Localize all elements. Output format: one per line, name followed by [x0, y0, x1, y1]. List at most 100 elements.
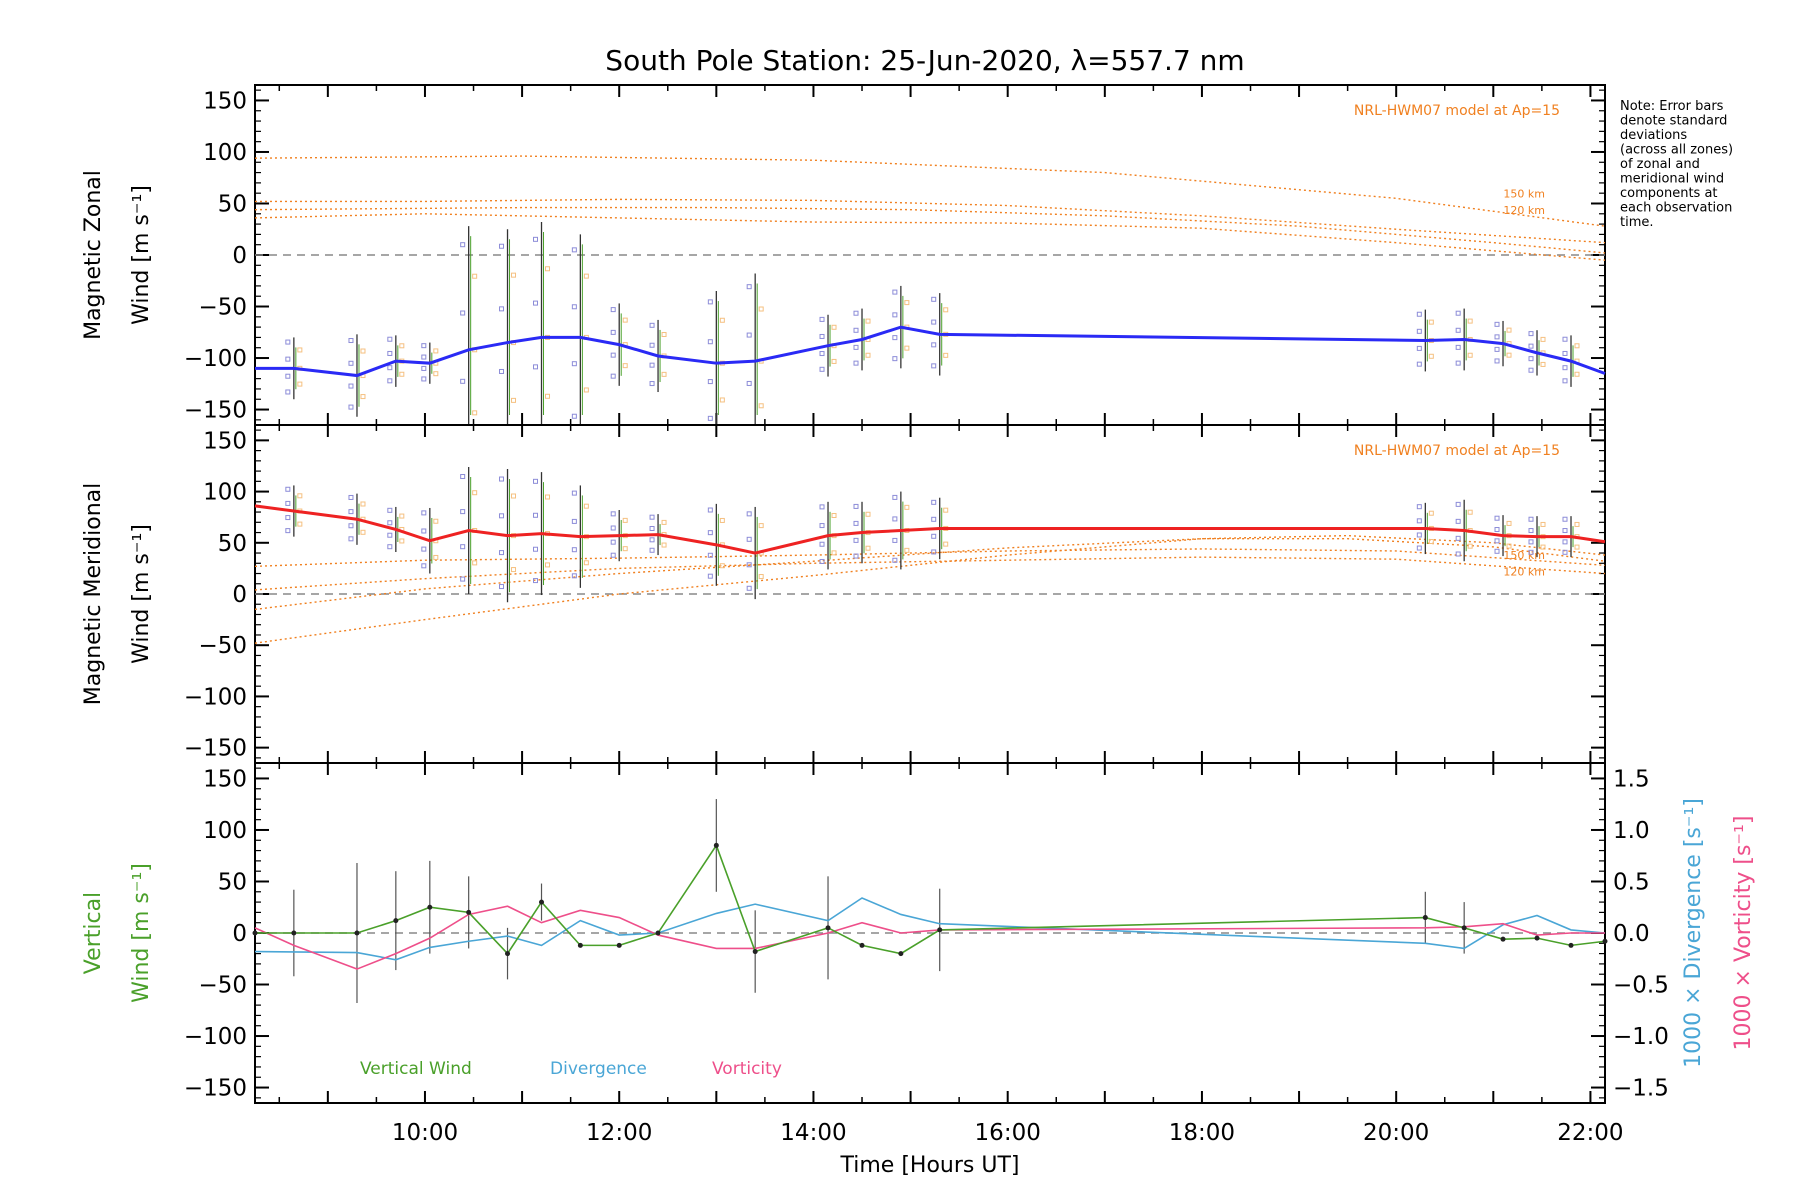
sample-marker	[1428, 510, 1434, 516]
vorticity-line	[254, 905, 1605, 970]
sample-marker	[1428, 539, 1434, 545]
note-line: components at	[1620, 186, 1718, 201]
sample-marker	[421, 354, 427, 360]
sample-marker	[499, 243, 505, 249]
sample-marker	[943, 307, 949, 313]
y-tick-label: 100	[203, 480, 247, 506]
x-tick-label: 22:00	[1557, 1120, 1623, 1146]
sample-marker	[819, 351, 825, 357]
y-tick-label: −50	[198, 295, 247, 321]
sample-marker	[892, 537, 898, 543]
y-axis-label: Wind [m s⁻¹]	[129, 185, 154, 325]
sample-marker	[931, 516, 937, 522]
sample-marker	[285, 486, 291, 492]
model-curve	[254, 548, 1606, 568]
y-tick-label: 50	[218, 869, 247, 895]
vertical-panel: 150 100 50 0 −50 −100 −150 Vertical Wind [m s⁻¹]…	[81, 762, 1756, 1178]
sample-marker	[865, 511, 871, 517]
sample-marker	[499, 584, 505, 590]
sample-marker	[348, 404, 354, 410]
model-curve	[254, 534, 1606, 644]
sample-marker	[610, 352, 616, 358]
y-tick-label: −150	[184, 1076, 247, 1102]
sample-marker	[819, 333, 825, 339]
x-tick-label: 18:00	[1169, 1120, 1235, 1146]
sample-marker	[719, 563, 725, 569]
sample-marker	[297, 493, 303, 499]
sample-marker	[746, 585, 752, 591]
sample-marker	[707, 573, 713, 579]
sample-marker	[571, 573, 577, 579]
sample-marker	[707, 415, 713, 421]
model-curve	[255, 198, 1606, 244]
sample-marker	[460, 242, 466, 248]
sample-marker	[649, 514, 655, 520]
sample-marker	[360, 348, 366, 354]
vertical-wind-point	[1602, 938, 1608, 944]
sample-marker	[746, 536, 752, 542]
sample-marker	[943, 507, 949, 513]
sample-marker	[649, 342, 655, 348]
sample-marker	[904, 300, 910, 306]
sample-marker	[819, 316, 825, 322]
divergence-line	[254, 897, 1606, 961]
sample-marker	[387, 507, 393, 513]
sample-marker	[746, 380, 752, 386]
sample-marker	[1574, 343, 1580, 349]
sample-marker	[297, 381, 303, 387]
sample-marker	[348, 338, 354, 344]
sample-marker	[649, 381, 655, 387]
sample-marker	[583, 273, 589, 279]
sample-marker	[892, 289, 898, 295]
sample-marker	[511, 493, 517, 499]
sample-marker	[1467, 352, 1473, 358]
sample-marker	[892, 516, 898, 522]
note-line: Note: Error bars	[1620, 99, 1724, 114]
sample-marker	[545, 562, 551, 568]
sample-marker	[499, 368, 505, 374]
sample-marker	[533, 236, 539, 242]
sample-marker	[460, 544, 466, 550]
sample-marker	[707, 299, 713, 305]
sample-marker	[719, 517, 725, 523]
model-curve	[254, 537, 1606, 611]
sample-marker	[1540, 544, 1546, 550]
sample-marker	[746, 511, 752, 517]
sample-marker	[892, 356, 898, 362]
y-tick-label: 0	[232, 243, 247, 269]
sample-marker	[622, 363, 628, 369]
sample-marker	[1494, 515, 1500, 521]
sample-marker	[348, 523, 354, 529]
sample-marker	[1528, 367, 1534, 373]
sample-marker	[661, 542, 667, 548]
sample-marker	[421, 528, 427, 534]
sample-marker	[758, 403, 764, 409]
sample-marker	[931, 363, 937, 369]
vertical-wind-point	[1422, 915, 1428, 921]
y2-tick-label: 1.0	[1613, 818, 1650, 844]
sample-marker	[360, 501, 366, 507]
sample-marker	[387, 350, 393, 356]
sample-marker	[622, 317, 628, 323]
sample-marker	[399, 343, 405, 349]
note-line: time.	[1620, 215, 1654, 230]
y-tick-label: 100	[203, 140, 247, 166]
zonal-wind-line	[255, 325, 1606, 378]
sample-marker	[1455, 501, 1461, 507]
sample-marker	[610, 329, 616, 335]
sample-marker	[1494, 548, 1500, 554]
sample-marker	[931, 319, 937, 325]
sample-marker	[1416, 328, 1422, 334]
sample-marker	[387, 365, 393, 371]
sample-marker	[472, 560, 478, 566]
chart-title: South Pole Station: 25-Jun-2020, λ=557.7…	[605, 44, 1244, 77]
sample-marker	[387, 520, 393, 526]
y-tick-label: −100	[184, 1024, 247, 1050]
sample-marker	[433, 554, 439, 560]
model-curve-label: 120 km	[1503, 204, 1545, 217]
sample-marker	[421, 365, 427, 371]
sample-marker	[719, 317, 725, 323]
sample-marker	[285, 500, 291, 506]
sample-marker	[285, 373, 291, 379]
y-tick-label: 150	[203, 766, 247, 792]
